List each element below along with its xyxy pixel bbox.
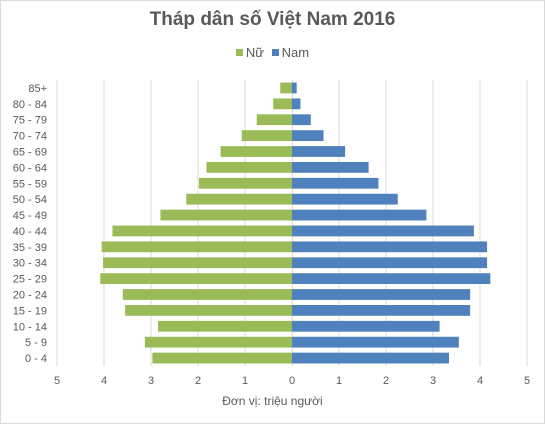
y-tick-label: 80 - 84 xyxy=(13,99,47,111)
bar-male xyxy=(292,98,301,110)
bar-male xyxy=(292,320,440,332)
legend-swatch-female xyxy=(235,49,243,56)
x-tick-label: 5 xyxy=(54,375,60,387)
legend-item-female: Nữ xyxy=(235,45,264,60)
x-tick-label: 2 xyxy=(383,375,389,387)
y-tick-label: 20 - 24 xyxy=(13,290,47,302)
x-tick-label: 1 xyxy=(242,375,248,387)
y-tick-label: 35 - 39 xyxy=(13,242,47,254)
y-tick-label: 50 - 54 xyxy=(13,194,47,206)
x-tick-label: 4 xyxy=(477,375,483,387)
y-tick-label: 60 - 64 xyxy=(13,162,47,174)
y-tick-label: 10 - 14 xyxy=(13,321,47,333)
bar-female xyxy=(112,225,293,237)
bar-female xyxy=(198,177,292,189)
legend-swatch-male xyxy=(271,49,279,56)
y-tick-label: 45 - 49 xyxy=(13,210,47,222)
legend-item-male: Nam xyxy=(271,45,310,60)
x-tick-label: 1 xyxy=(336,375,342,387)
bar-female xyxy=(206,161,292,173)
y-tick-label: 40 - 44 xyxy=(13,226,47,238)
bar-female xyxy=(256,114,292,126)
x-tick-label: 2 xyxy=(195,375,201,387)
bar-male xyxy=(292,193,398,205)
bar-female xyxy=(144,336,292,348)
bar-male xyxy=(292,304,471,316)
bar-male xyxy=(292,161,369,173)
x-axis-label: Đơn vị: triệu người xyxy=(222,394,323,408)
x-tick-label: 3 xyxy=(430,375,436,387)
bar-female xyxy=(273,98,292,110)
bar-female xyxy=(241,130,292,142)
legend-label-female: Nữ xyxy=(245,45,264,60)
bar-female xyxy=(186,193,292,205)
bar-male xyxy=(292,177,379,189)
bar-male xyxy=(292,209,427,221)
chart-title: Tháp dân số Việt Nam 2016 xyxy=(149,9,396,30)
bar-female xyxy=(220,146,292,157)
legend: Nữ Nam xyxy=(0,45,545,60)
bar-male xyxy=(292,146,346,157)
bar-male xyxy=(292,241,488,253)
y-tick-label: 55 - 59 xyxy=(13,178,47,190)
bar-male xyxy=(292,257,488,269)
y-tick-label: 75 - 79 xyxy=(13,115,47,127)
bar-male xyxy=(292,114,311,126)
y-tick-label: 70 - 74 xyxy=(13,131,47,143)
y-tick-label: 25 - 29 xyxy=(13,274,47,286)
x-tick-label: 5 xyxy=(524,375,530,387)
x-tick-label: 4 xyxy=(101,375,107,387)
bar-female xyxy=(125,304,293,316)
bar-female xyxy=(160,209,292,221)
y-tick-label: 30 - 34 xyxy=(13,258,47,270)
bar-female xyxy=(158,320,292,332)
bar-male xyxy=(292,82,297,94)
bar-male xyxy=(292,289,471,300)
bar-female xyxy=(100,273,293,285)
y-tick-label: 65 - 69 xyxy=(13,147,47,159)
x-tick-label: 0 xyxy=(289,375,295,387)
bar-male xyxy=(292,352,449,364)
bar-male xyxy=(292,130,324,142)
y-tick-label: 15 - 19 xyxy=(13,305,47,317)
bar-female xyxy=(103,257,292,269)
y-tick-label: 85+ xyxy=(28,83,47,95)
bar-male xyxy=(292,225,474,237)
bar-female xyxy=(101,241,293,253)
bar-female xyxy=(280,82,292,94)
y-tick-label: 5 - 9 xyxy=(25,337,47,349)
y-tick-label: 0 - 4 xyxy=(25,353,47,365)
bar-female xyxy=(152,352,292,364)
x-tick-label: 3 xyxy=(148,375,154,387)
bar-male xyxy=(292,273,491,285)
bar-male xyxy=(292,336,459,348)
legend-label-male: Nam xyxy=(281,45,310,60)
bar-female xyxy=(122,289,292,300)
